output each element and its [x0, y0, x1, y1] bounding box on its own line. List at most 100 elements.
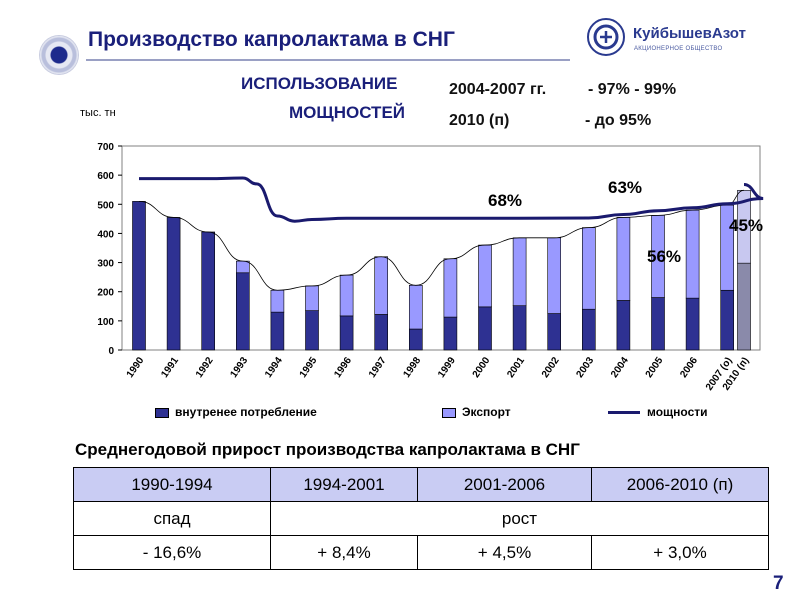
y-tick-label: 300: [97, 259, 114, 270]
capacity-label-line2: МОЩНОСТЕЙ: [289, 103, 406, 122]
annotation-label: 56%: [647, 247, 681, 266]
company-logo-subtitle: АКЦИОНЕРНОЕ ОБЩЕСТВО: [634, 46, 723, 52]
bar-domestic: [374, 314, 389, 351]
growth-cell: + 8,4%: [270, 535, 418, 570]
bar-domestic: [651, 297, 665, 351]
annotation-label: 68%: [488, 191, 522, 210]
bar-domestic: [132, 201, 146, 351]
bar-export: [305, 285, 319, 311]
growth-cell: + 4,5%: [417, 535, 592, 570]
x-tick-label: 1997: [367, 355, 389, 380]
chart-legend: внутренее потребление Экспорт мощности: [155, 405, 755, 421]
x-tick-label: 2005: [644, 355, 666, 380]
x-tick-label: 2004: [609, 355, 631, 380]
bar-export: [547, 237, 562, 314]
title-divider: [86, 59, 570, 61]
table-title: Среднегодовой прирост производства капро…: [75, 440, 580, 459]
capacity-row1-value: - 97% - 99%: [588, 81, 677, 98]
bar-export: [478, 244, 492, 308]
bar-domestic: [339, 315, 354, 351]
bar-domestic: [443, 316, 458, 351]
bar-export: [270, 289, 285, 313]
legend-label-capacity: мощности: [647, 405, 708, 419]
x-tick-label: 1995: [298, 355, 320, 380]
legend-label-domestic: внутренее потребление: [175, 405, 317, 419]
annotation-label: 63%: [608, 178, 642, 197]
x-tick-label: 1992: [194, 355, 216, 380]
y-tick-label: 0: [108, 346, 114, 357]
bar-domestic: [236, 272, 250, 351]
legend-swatch-capacity: [608, 411, 640, 414]
y-tick-label: 100: [97, 317, 114, 328]
y-tick-label: 600: [97, 171, 114, 182]
y-tick-label: 200: [97, 288, 114, 299]
trend-cell: рост: [270, 501, 769, 536]
bar-domestic: [616, 300, 631, 351]
bar-export: [581, 227, 596, 310]
bar-domestic: [512, 305, 527, 351]
bar-domestic: [685, 297, 700, 351]
x-tick-label: 1998: [401, 355, 423, 380]
legend-label-export: Экспорт: [462, 405, 511, 419]
capacity-row2-value: - до 95%: [585, 112, 652, 129]
period-cell: 2006-2010 (п): [591, 467, 769, 502]
capacity-row1-period: 2004-2007 гг.: [449, 81, 547, 98]
bar-export: [408, 285, 423, 330]
x-tick-label: 2002: [540, 355, 562, 380]
x-tick-label: 2003: [574, 355, 596, 380]
capacity-label-line1: ИСПОЛЬЗОВАНИЕ: [241, 74, 398, 93]
x-tick-label: 1999: [436, 355, 458, 380]
x-tick-label: 1994: [263, 355, 285, 380]
y-axis-unit-label: тыс. тн: [80, 107, 116, 119]
legend-swatch-domestic: [155, 408, 169, 418]
growth-table: 1990-1994 1994-2001 2001-2006 2006-2010 …: [73, 467, 769, 570]
legend-swatch-export: [442, 408, 456, 418]
growth-cell: + 3,0%: [591, 535, 769, 570]
page-number: 7: [773, 573, 784, 594]
slide-emblem-icon: [40, 36, 78, 74]
bar-domestic: [720, 289, 735, 351]
x-tick-label: 1990: [125, 355, 147, 380]
capacity-line: [139, 176, 764, 223]
bar-export: [685, 209, 700, 299]
x-tick-label: 2006: [678, 355, 700, 380]
bar-export: [616, 217, 631, 301]
growth-cell: - 16,6%: [73, 535, 271, 570]
table-row: - 16,6% + 8,4% + 4,5% + 3,0%: [73, 535, 769, 570]
x-tick-label: 1991: [159, 355, 181, 380]
table-header-row: 1990-1994 1994-2001 2001-2006 2006-2010 …: [73, 467, 769, 502]
total-production-trend-line: [138, 189, 745, 291]
annotation-label: 45%: [729, 216, 763, 235]
bar-export: [512, 237, 527, 307]
bar-domestic: [737, 262, 751, 351]
bar-export: [339, 274, 354, 317]
bar-domestic: [270, 311, 285, 351]
bar-domestic: [201, 231, 215, 351]
capacity-row2-period: 2010 (п): [449, 112, 510, 129]
bar-export: [443, 258, 458, 318]
page-title: Производство капролактама в СНГ: [88, 28, 455, 51]
x-tick-label: 2001: [505, 355, 527, 380]
production-chart: 0 100 200 300 400 500 600 700 1990 1991 1992 1993 1…: [97, 142, 764, 393]
bar-domestic: [305, 310, 319, 351]
company-logo-name: КуйбышевАзот: [633, 25, 746, 42]
company-logo: КуйбышевАзот АКЦИОНЕРНОЕ ОБЩЕСТВО: [587, 18, 777, 58]
y-tick-label: 500: [97, 200, 114, 211]
x-tick-label: 2000: [471, 355, 493, 380]
x-tick-label: 1993: [228, 355, 250, 380]
bar-export: [236, 260, 250, 274]
y-tick-label: 400: [97, 229, 114, 240]
x-tick-label: 1996: [332, 355, 354, 380]
bar-export: [374, 256, 389, 315]
trend-cell: спад: [73, 501, 271, 536]
bar-domestic: [581, 308, 596, 351]
period-cell: 2001-2006: [417, 467, 592, 502]
bar-domestic: [166, 217, 181, 351]
bar-domestic: [408, 328, 423, 351]
bar-domestic: [547, 313, 562, 351]
bar-domestic: [478, 306, 492, 351]
period-cell: 1990-1994: [73, 467, 271, 502]
table-row: спад рост: [73, 501, 769, 536]
period-cell: 1994-2001: [270, 467, 418, 502]
y-tick-label: 700: [97, 142, 114, 153]
